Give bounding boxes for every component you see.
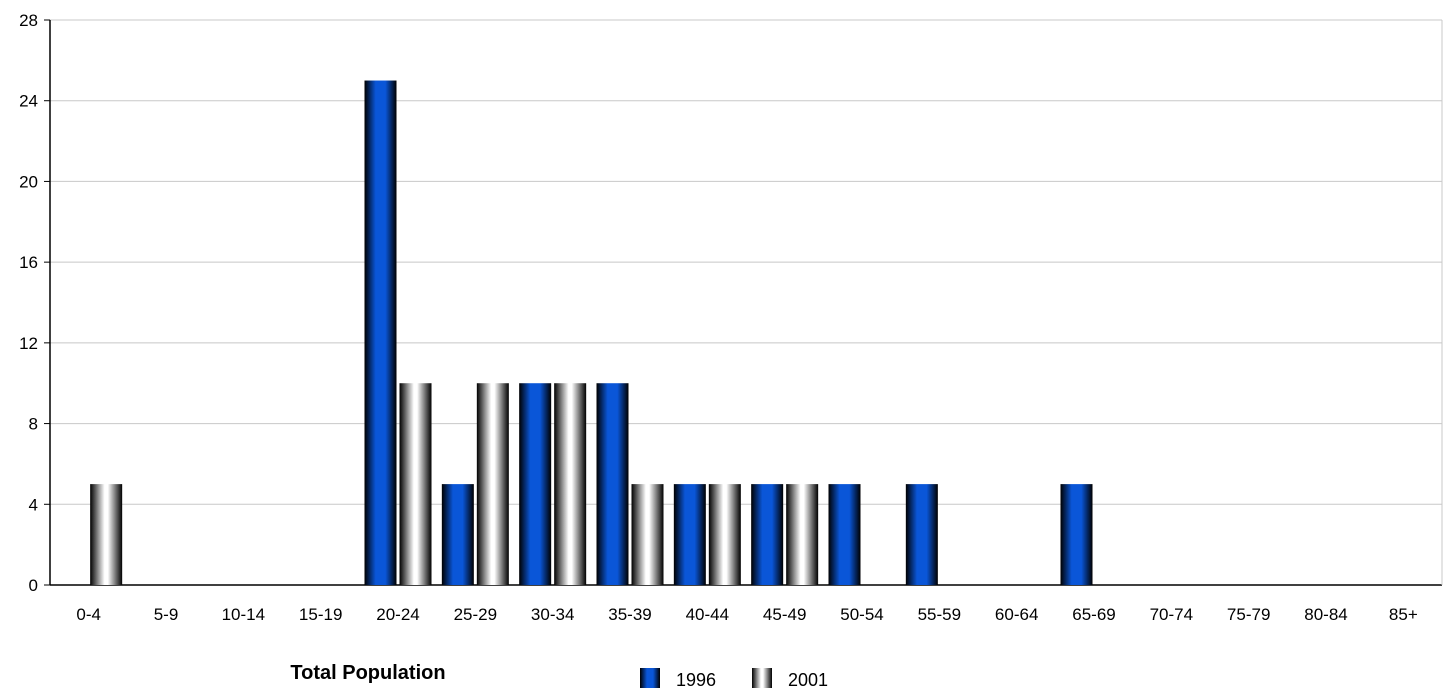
bar-1996-45-49	[751, 484, 784, 585]
bars	[90, 80, 1093, 586]
legend-label-2001: 2001	[788, 670, 828, 690]
y-tick-label: 28	[19, 11, 38, 30]
y-tick-label: 20	[19, 172, 38, 191]
bar-1996-65-69	[1060, 484, 1093, 585]
legend-swatch-2001	[752, 668, 772, 688]
bar-2001-35-39	[631, 484, 664, 585]
bar-2001-30-34	[554, 383, 587, 585]
axes	[44, 19, 1443, 586]
bar-2001-0-4	[90, 484, 123, 585]
x-tick-label: 60-64	[995, 605, 1038, 624]
bar-2001-25-29	[476, 383, 509, 585]
y-tick-label: 0	[29, 576, 38, 595]
x-tick-label: 70-74	[1150, 605, 1193, 624]
x-tick-label: 85+	[1389, 605, 1418, 624]
x-tick-label: 40-44	[686, 605, 729, 624]
bar-1996-30-34	[519, 383, 552, 585]
bar-1996-40-44	[673, 484, 706, 585]
legend-label-1996: 1996	[676, 670, 716, 690]
x-tick-label: 75-79	[1227, 605, 1270, 624]
x-tick-label: 20-24	[376, 605, 419, 624]
x-tick-label: 65-69	[1072, 605, 1115, 624]
y-tick-label: 8	[29, 415, 38, 434]
bar-2001-45-49	[786, 484, 819, 585]
y-tick-label: 24	[19, 92, 38, 111]
gridlines	[50, 19, 1442, 505]
bar-1996-35-39	[596, 383, 629, 585]
x-tick-label: 5-9	[154, 605, 179, 624]
legend-swatch-1996	[640, 668, 660, 688]
x-tick-label: 80-84	[1304, 605, 1347, 624]
bar-2001-40-44	[708, 484, 741, 585]
x-tick-label: 0-4	[76, 605, 101, 624]
legend: 1996 2001	[640, 668, 828, 690]
x-tick-label: 30-34	[531, 605, 574, 624]
bar-1996-55-59	[905, 484, 938, 585]
x-tick-label: 45-49	[763, 605, 806, 624]
x-tick-label: 10-14	[222, 605, 265, 624]
bar-1996-50-54	[828, 484, 861, 585]
x-tick-label: 15-19	[299, 605, 342, 624]
bar-2001-20-24	[399, 383, 432, 585]
bar-1996-25-29	[441, 484, 474, 585]
y-tick-label: 16	[19, 253, 38, 272]
x-tick-label: 55-59	[918, 605, 961, 624]
y-tick-label: 12	[19, 334, 38, 353]
bar-1996-20-24	[364, 80, 397, 586]
chart-title: Total Population	[290, 662, 445, 684]
axis-labels: 0 4 8 12 16 20 24 28 0-4 5-9 10-14 15-19 20-24 25-29 3…	[19, 11, 1418, 624]
x-tick-label: 35-39	[608, 605, 651, 624]
x-tick-label: 25-29	[454, 605, 497, 624]
y-tick-label: 4	[29, 495, 38, 514]
x-tick-label: 50-54	[840, 605, 883, 624]
